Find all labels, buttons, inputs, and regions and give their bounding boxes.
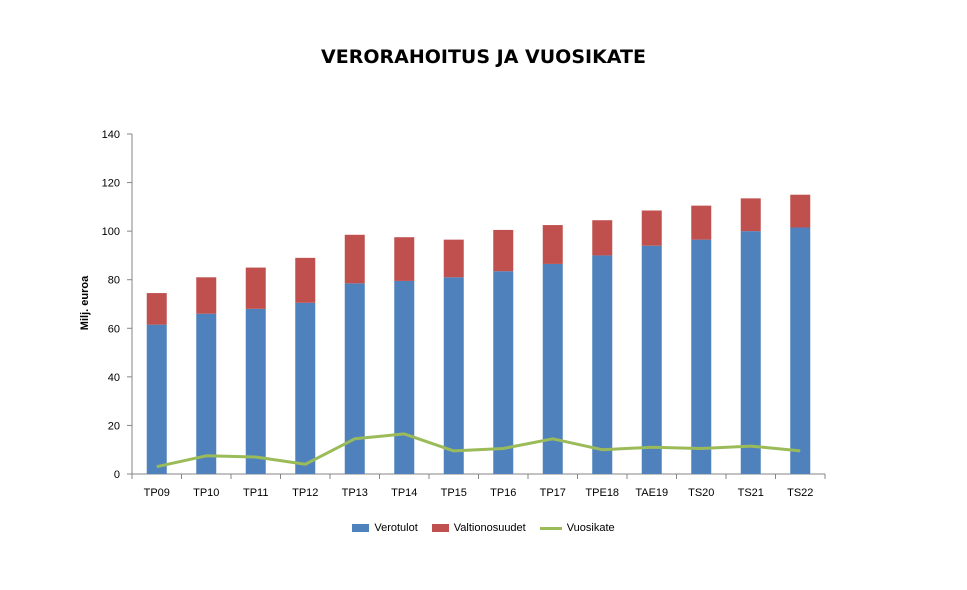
bar-verotulot [790, 227, 811, 474]
x-tick-label: TAE19 [635, 487, 668, 499]
bar-verotulot [740, 231, 761, 474]
bar-verotulot [641, 245, 662, 474]
bar-verotulot [443, 277, 464, 474]
bar-verotulot [394, 280, 415, 474]
bar-verotulot [592, 255, 613, 474]
x-tick-label: TS20 [688, 487, 714, 499]
bar-valtionosuudet [245, 267, 266, 309]
legend-swatch-verotulot [352, 524, 370, 532]
x-tick-label: TP16 [490, 487, 516, 499]
y-tick-label: 140 [102, 129, 120, 141]
bar-verotulot [146, 324, 167, 474]
chart-title: VERORAHOITUS JA VUOSIKATE [321, 46, 646, 68]
x-tick-label: TP12 [292, 487, 318, 499]
bar-valtionosuudet [394, 237, 415, 281]
x-tick-label: TS22 [787, 487, 813, 499]
y-tick-label: 0 [114, 469, 120, 481]
x-tick-label: TP14 [391, 487, 417, 499]
y-tick-label: 100 [102, 226, 120, 238]
y-tick-label: 60 [108, 323, 120, 335]
x-tick-label: TP17 [540, 487, 566, 499]
bar-valtionosuudet [344, 234, 365, 284]
bar-valtionosuudet [295, 257, 316, 303]
bar-valtionosuudet [196, 277, 217, 314]
bar-valtionosuudet [691, 205, 712, 240]
bar-verotulot [691, 239, 712, 474]
legend-label-vuosikate: Vuosikate [566, 522, 615, 534]
x-tick-label: TP11 [243, 487, 268, 499]
y-tick-label: 80 [108, 275, 120, 287]
x-tick-label: TP13 [342, 487, 368, 499]
x-tick-label: TP15 [441, 487, 467, 499]
legend-item-vuosikate: Vuosikate [539, 522, 615, 534]
x-tick-label: TS21 [738, 487, 764, 499]
bar-verotulot [196, 313, 217, 474]
legend: Verotulot Valtionosuudet Vuosikate [0, 522, 967, 534]
legend-item-valtionosuudet: Valtionosuudet [431, 522, 526, 534]
bar-verotulot [295, 302, 316, 474]
bar-valtionosuudet [542, 225, 563, 264]
bar-verotulot [245, 308, 266, 474]
y-tick-label: 120 [102, 178, 120, 190]
y-axis: 0 20 40 60 80 100 120 140 [102, 129, 133, 481]
vuosikate-line-group [156, 432, 801, 469]
bar-valtionosuudet [641, 210, 662, 246]
line-vuosikate [156, 432, 801, 469]
bar-verotulot [542, 263, 563, 474]
bar-valtionosuudet [146, 293, 167, 325]
x-tick-label: TP09 [144, 487, 170, 499]
y-axis-title: Milj. euroa [79, 275, 91, 330]
legend-label-valtionosuudet: Valtionosuudet [453, 522, 526, 534]
bars [146, 194, 811, 474]
legend-item-verotulot: Verotulot [352, 522, 418, 534]
x-tick-label: TPE18 [585, 487, 619, 499]
bar-verotulot [493, 271, 514, 474]
y-tick-label: 20 [108, 420, 120, 432]
legend-swatch-vuosikate [539, 526, 562, 530]
bar-valtionosuudet [592, 220, 613, 256]
x-tick-label: TP10 [193, 487, 219, 499]
bar-valtionosuudet [740, 198, 761, 232]
y-tick-label: 40 [108, 372, 120, 384]
legend-label-verotulot: Verotulot [374, 522, 418, 534]
bar-verotulot [344, 283, 365, 474]
bar-valtionosuudet [493, 229, 514, 272]
legend-swatch-valtionosuudet [431, 524, 449, 532]
bar-valtionosuudet [443, 239, 464, 278]
bar-valtionosuudet [790, 194, 811, 228]
x-axis: TP09 TP10 TP11 TP12 TP13 TP14 TP15 TP16 TP17 TPE1… [131, 473, 826, 499]
